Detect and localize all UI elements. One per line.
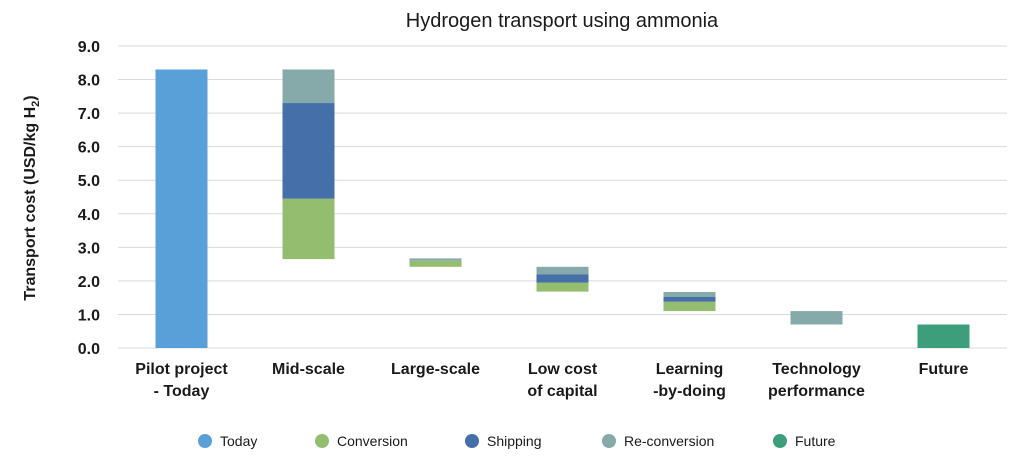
x-tick-label: performance: [768, 383, 865, 400]
legend-marker: [465, 434, 479, 448]
y-axis-label-end: ): [22, 95, 39, 100]
y-axis-label-main: Transport cost (USD/kg H: [22, 107, 39, 301]
x-tick-label: Large-scale: [391, 361, 480, 378]
x-tick-label: of capital: [527, 383, 597, 400]
legend-label: Re-conversion: [624, 433, 714, 449]
legend-marker: [198, 434, 212, 448]
bar-segment-shipping: [536, 274, 589, 283]
bar-segment-today: [155, 69, 208, 348]
chart-title: Hydrogen transport using ammonia: [406, 10, 719, 32]
bar-segment-conversion: [663, 301, 716, 312]
y-tick-label: 6.0: [78, 140, 100, 157]
legend-marker: [602, 434, 616, 448]
bar-segment-re-conversion: [409, 258, 462, 261]
bar-segment-re-conversion: [536, 266, 589, 275]
bar-segment-conversion: [409, 260, 462, 267]
legend: Today Conversion Shipping Re-conversion Futu…: [198, 433, 836, 449]
x-tick-label: Pilot project: [135, 361, 228, 378]
bar-segment-conversion: [282, 198, 335, 260]
bar-segment-re-conversion: [282, 69, 335, 104]
bar-segment-shipping: [663, 296, 716, 302]
y-tick-label: 5.0: [78, 173, 100, 190]
legend-label: Future: [795, 433, 836, 449]
legend-label: Shipping: [487, 433, 542, 449]
x-tick-label: Mid-scale: [272, 361, 345, 378]
y-axis-label-subscript: 2: [30, 101, 42, 107]
x-tick-label: - Today: [154, 383, 210, 400]
y-tick-label: 7.0: [78, 106, 100, 123]
y-ticks: 0.0 1.0 2.0 3.0 4.0 5.0 6.0 7.0 8.0 9.0: [78, 39, 100, 358]
x-tick-label: -by-doing: [653, 383, 726, 400]
y-tick-label: 0.0: [78, 341, 100, 358]
y-axis-label: Transport cost (USD/kg H2): [22, 95, 42, 300]
bar-segment-conversion: [536, 282, 589, 292]
x-tick-label: Learning: [656, 361, 724, 378]
y-tick-label: 4.0: [78, 207, 100, 224]
y-tick-label: 3.0: [78, 240, 100, 257]
y-tick-label: 9.0: [78, 39, 100, 56]
legend-label: Today: [220, 433, 257, 449]
gridlines: [118, 45, 1007, 349]
y-tick-label: 8.0: [78, 73, 100, 90]
y-tick-label: 2.0: [78, 274, 100, 291]
bars: [155, 69, 970, 348]
x-tick-label: Future: [919, 361, 969, 378]
bar-segment-re-conversion: [663, 291, 716, 297]
x-ticks: Pilot project - Today Mid-scale Large-scale…: [135, 361, 968, 400]
bar-segment-future: [917, 324, 970, 348]
y-tick-label: 1.0: [78, 307, 100, 324]
legend-label: Conversion: [337, 433, 408, 449]
legend-marker: [773, 434, 787, 448]
x-tick-label: Low cost: [528, 361, 598, 378]
bar-segment-re-conversion: [790, 311, 843, 325]
bar-segment-shipping: [282, 103, 335, 199]
legend-marker: [315, 434, 329, 448]
x-tick-label: Technology: [772, 361, 861, 378]
